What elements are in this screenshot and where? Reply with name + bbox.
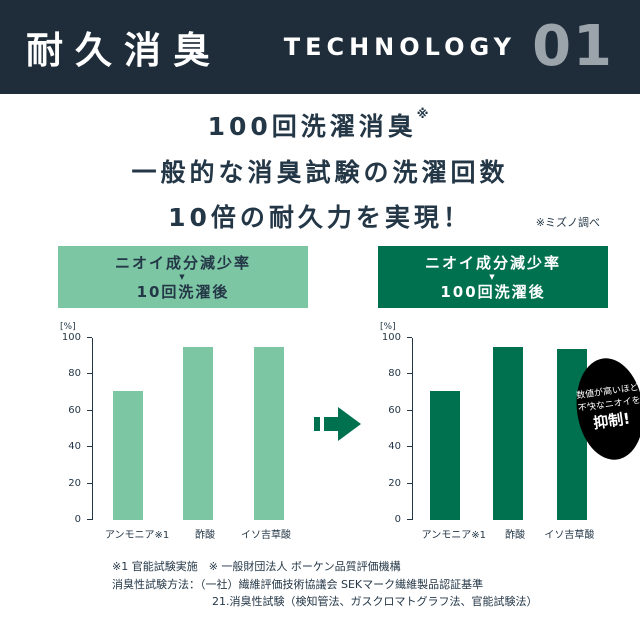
headline: 100回洗濯消臭※ 一般的な消臭試験の洗濯回数 10倍の耐久力を実現！ <box>0 104 640 241</box>
badge-subtitle: 100回洗濯後 <box>440 282 546 301</box>
reference-mark: ※ <box>416 107 433 121</box>
y-tick-mark <box>407 482 412 484</box>
footnote-line-3: 21.消臭性試験（検知管法、ガスクロマトグラフ法、官能試験法） <box>212 595 538 609</box>
y-tick-mark <box>407 519 412 520</box>
category-label: イソ吉草酸 <box>544 530 595 541</box>
footnote-line-2: 消臭性試験方法：（一社）繊維評価技術協議会 SEKマーク繊維製品認証基準 <box>112 577 484 591</box>
y-tick-mark <box>407 446 412 448</box>
y-tick-mark <box>87 409 92 411</box>
chart-badge: ニオイ成分減少率 ▼ 100回洗濯後 <box>378 246 608 308</box>
y-axis: 0 20 40 60 80 100 <box>378 333 412 525</box>
footnotes: ※1 官能試験実施 ※ 一般財団法人 ボーケン品質評価機構 消臭性試験方法：（一… <box>112 558 538 611</box>
technology-number: 01 <box>532 14 614 79</box>
bar <box>493 347 524 520</box>
category-label: 酢酸 <box>505 530 526 541</box>
bars <box>412 338 604 520</box>
y-tick-label: 100 <box>61 332 81 343</box>
headline-line-1: 100回洗濯消臭※ <box>207 107 433 141</box>
header: 耐久消臭 TECHNOLOGY 01 <box>0 0 640 94</box>
bar <box>113 390 144 520</box>
down-triangle-icon: ▼ <box>179 272 187 281</box>
bar <box>429 390 460 520</box>
y-tick-label: 0 <box>74 514 81 525</box>
y-tick-label: 80 <box>68 368 81 380</box>
category-label: イソ吉草酸 <box>241 530 292 541</box>
y-tick-mark <box>87 337 92 338</box>
technology-label: TECHNOLOGY <box>283 33 517 61</box>
category-label: アンモニア※1 <box>421 530 486 541</box>
y-tick-mark <box>407 373 412 375</box>
technology-label-group: TECHNOLOGY 01 <box>284 19 614 75</box>
plot-area: [%] 0 20 40 60 80 100 アンモニア※1 酢酸 イソ吉草酸 <box>58 320 308 552</box>
chart-badge: ニオイ成分減少率 ▼ 10回洗濯後 <box>58 246 308 308</box>
y-tick-label: 40 <box>388 441 401 453</box>
y-tick-label: 100 <box>381 332 401 343</box>
badge-title: ニオイ成分減少率 <box>424 253 561 272</box>
y-tick-label: 40 <box>68 441 81 453</box>
y-tick-mark <box>407 337 412 338</box>
callout-emphasis: 抑制! <box>592 409 632 433</box>
y-tick-mark <box>87 373 92 375</box>
plot-area: [%] 0 20 40 60 80 100 アンモニア※1 酢酸 イソ吉草酸 <box>378 320 608 552</box>
chart-10-washes: ニオイ成分減少率 ▼ 10回洗濯後 [%] 0 20 40 60 80 100 アンモニア… <box>58 246 308 552</box>
y-tick-label: 20 <box>68 477 81 489</box>
footnote-line-1: ※1 官能試験実施 ※ 一般財団法人 ボーケン品質評価機構 <box>112 560 401 573</box>
y-tick-label: 80 <box>388 368 401 380</box>
y-tick-mark <box>87 519 92 520</box>
bar <box>253 347 284 520</box>
y-axis-unit: [%] <box>60 322 76 332</box>
category-label: 酢酸 <box>195 530 216 541</box>
y-tick-label: 60 <box>68 404 81 416</box>
y-tick-label: 60 <box>388 404 401 416</box>
y-tick-label: 20 <box>388 477 401 489</box>
y-tick-label: 0 <box>394 514 401 525</box>
bars <box>92 338 304 520</box>
badge-subtitle: 10回洗濯後 <box>136 282 230 301</box>
category-label: アンモニア※1 <box>104 530 170 541</box>
chart-100-washes: ニオイ成分減少率 ▼ 100回洗濯後 [%] 0 20 40 60 80 100 アンモニ… <box>378 246 608 552</box>
y-axis: 0 20 40 60 80 100 <box>58 333 92 525</box>
headline-line-3: 10倍の耐久力を実現！ <box>168 203 472 232</box>
page-title: 耐久消臭 <box>26 29 222 72</box>
badge-title: ニオイ成分減少率 <box>114 253 251 272</box>
bar <box>183 347 214 520</box>
y-tick-mark <box>87 482 92 484</box>
y-tick-mark <box>407 409 412 411</box>
down-triangle-icon: ▼ <box>489 272 497 281</box>
y-axis-unit: [%] <box>380 322 396 332</box>
right-arrow-icon <box>314 404 364 444</box>
y-tick-mark <box>87 446 92 448</box>
survey-note: ※ミズノ調べ <box>535 216 600 229</box>
category-labels: アンモニア※1 酢酸 イソ吉草酸 <box>92 526 304 541</box>
category-labels: アンモニア※1 酢酸 イソ吉草酸 <box>412 526 604 541</box>
headline-line-2: 一般的な消臭試験の洗濯回数 <box>131 157 509 187</box>
